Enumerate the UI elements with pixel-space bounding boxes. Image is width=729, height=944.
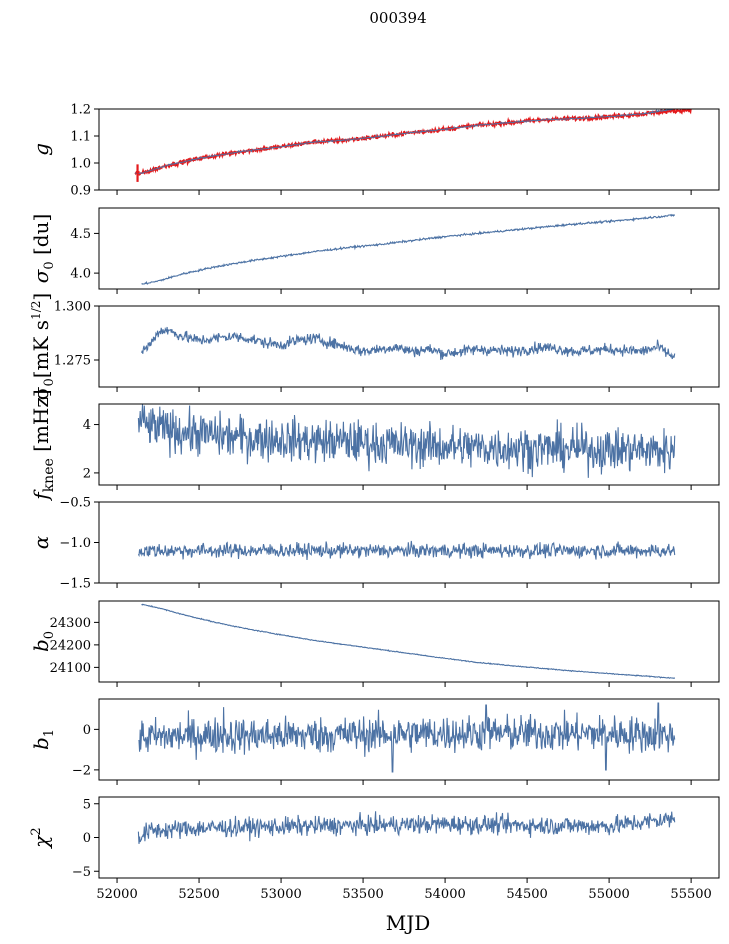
axes-frame-g bbox=[98, 108, 720, 191]
x-tick-label: 52500 bbox=[178, 887, 219, 902]
panel-alpha: −1.5 −1.0 −0.5 α bbox=[29, 496, 720, 592]
axes-frame-sigma0_mK bbox=[98, 305, 720, 388]
y-tick-label-alpha: −0.5 bbox=[59, 496, 91, 511]
y-tick-label-fknee: 4 bbox=[83, 418, 91, 433]
panel-sigma0_du: 4.0 4.5 σ0 [du] bbox=[29, 207, 720, 294]
y-axis-label-b1: b1 bbox=[29, 729, 57, 750]
figure-title: 000394 bbox=[369, 9, 426, 27]
series-line-alpha bbox=[137, 540, 676, 561]
y-axis-label-chi2: χ2 bbox=[29, 827, 53, 849]
series-line-b0 bbox=[141, 603, 676, 679]
axes-frame-b1 bbox=[98, 698, 720, 781]
y-tick-label-fknee: 2 bbox=[83, 466, 91, 481]
x-tick-label: 53500 bbox=[342, 887, 383, 902]
y-tick-label-chi2: −5 bbox=[72, 865, 91, 880]
y-axis-label-g: g bbox=[29, 143, 53, 156]
x-tick-label: 52000 bbox=[96, 887, 137, 902]
y-tick-label-g: 1.2 bbox=[70, 103, 91, 118]
y-tick-label-b1: 0 bbox=[83, 723, 91, 738]
panel-fknee: 2 4 fknee [mHz] bbox=[29, 389, 720, 502]
series-line-b1 bbox=[138, 702, 676, 773]
axes-frame-alpha bbox=[98, 501, 720, 584]
series-line-chi2 bbox=[137, 811, 676, 844]
x-tick-label: 53000 bbox=[260, 887, 301, 902]
axes-frame-sigma0_du bbox=[98, 207, 720, 290]
y-axis-label-b0: b0 bbox=[29, 631, 57, 652]
panels: 0.9 1.0 1.1 1.2 g 4.0 4.5 σ0 [du] 1.275 1.300σ0[m… bbox=[29, 103, 720, 883]
series-line-sigma0_du bbox=[141, 213, 676, 285]
y-tick-label-alpha: −1.0 bbox=[59, 536, 91, 551]
axes-frame-chi2 bbox=[98, 796, 720, 879]
panel-g: 0.9 1.0 1.1 1.2 g bbox=[29, 103, 720, 199]
y-tick-label-g: 1.1 bbox=[70, 130, 91, 145]
panel-chi2: −5 0 5 χ2 bbox=[29, 796, 720, 883]
overlay-line-g bbox=[134, 109, 692, 176]
x-tick-label: 55000 bbox=[588, 887, 629, 902]
series-line-fknee bbox=[137, 404, 676, 478]
y-tick-label-b0: 24200 bbox=[50, 638, 91, 653]
y-tick-label-sigma0_du: 4.0 bbox=[70, 267, 91, 282]
y-tick-label-g: 0.9 bbox=[70, 184, 91, 199]
y-axis-label-sigma0_mK: σ0[mK s1/2] bbox=[29, 293, 57, 400]
series-line-sigma0_mK bbox=[141, 326, 676, 361]
y-axis-label-sigma0_du: σ0 [du] bbox=[29, 214, 57, 284]
x-tick-label: 54500 bbox=[506, 887, 547, 902]
y-axis-label-fknee: fknee [mHz] bbox=[29, 389, 57, 501]
series-core-g bbox=[135, 109, 675, 175]
panel-b1: −2 0 b1 bbox=[29, 698, 720, 785]
y-tick-label-b0: 24100 bbox=[50, 661, 91, 676]
y-tick-label-sigma0_mK: 1.275 bbox=[54, 354, 91, 369]
y-tick-label-chi2: 5 bbox=[83, 797, 91, 812]
axes-frame-b0 bbox=[98, 600, 720, 683]
y-tick-label-b0: 24300 bbox=[50, 616, 91, 631]
y-tick-label-g: 1.0 bbox=[70, 157, 91, 172]
y-tick-label-sigma0_du: 4.5 bbox=[70, 227, 91, 242]
y-tick-label-chi2: 0 bbox=[83, 831, 91, 846]
x-tick-label: 54000 bbox=[424, 887, 465, 902]
y-tick-label-alpha: −1.5 bbox=[59, 577, 91, 592]
axes-frame-fknee bbox=[98, 403, 720, 486]
y-axis-label-alpha: α bbox=[29, 535, 53, 549]
y-tick-label-sigma0_mK: 1.300 bbox=[54, 300, 91, 315]
x-tick-label: 55500 bbox=[670, 887, 711, 902]
x-axis-label: MJD bbox=[386, 911, 431, 935]
y-tick-label-b1: −2 bbox=[72, 763, 91, 778]
x-axis-ticks: 52000 52500 53000 53500 54000 54500 55000 55500 bbox=[96, 887, 711, 902]
